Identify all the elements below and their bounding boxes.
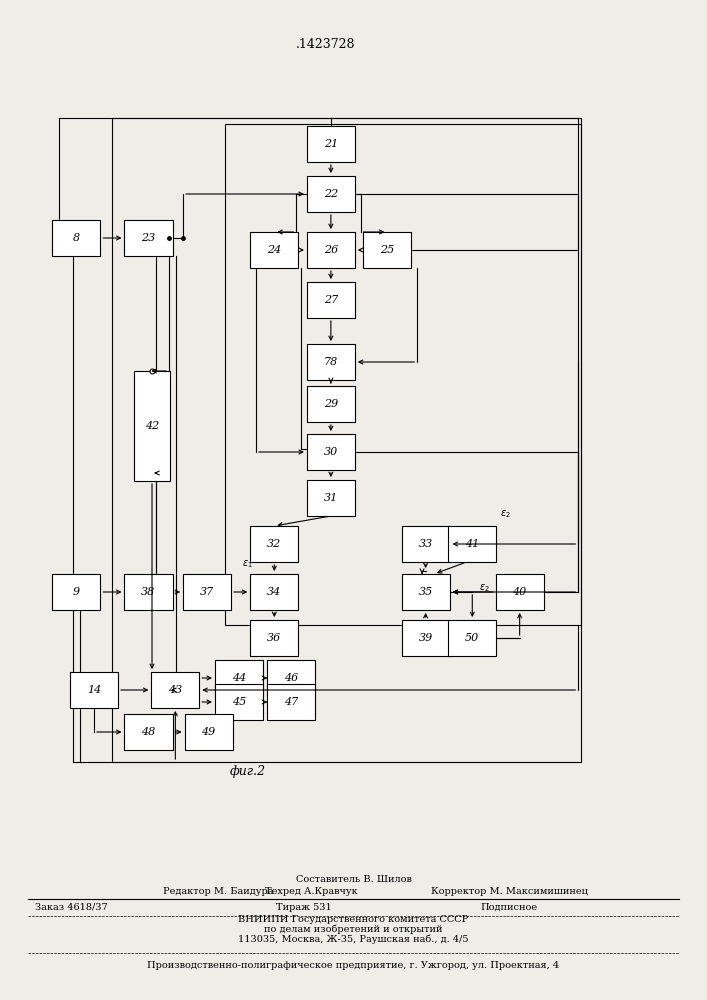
Text: 113035, Москва, Ж-35, Раушская наб., д. 4/5: 113035, Москва, Ж-35, Раушская наб., д. …	[238, 934, 469, 944]
Text: 34: 34	[267, 587, 281, 597]
FancyBboxPatch shape	[307, 126, 355, 162]
Text: 27: 27	[324, 295, 338, 305]
Text: .1423728: .1423728	[296, 37, 355, 50]
Text: 38: 38	[141, 587, 156, 597]
Text: $\varepsilon_2$: $\varepsilon_2$	[500, 508, 510, 520]
Text: $\varepsilon_1$: $\varepsilon_1$	[242, 558, 252, 570]
FancyBboxPatch shape	[496, 574, 544, 610]
FancyBboxPatch shape	[448, 526, 496, 562]
Text: 22: 22	[324, 189, 338, 199]
Text: Производственно-полиграфическое предприятие, г. Ужгород, ул. Проектная, 4: Производственно-полиграфическое предприя…	[148, 962, 559, 970]
Text: 25: 25	[380, 245, 395, 255]
FancyBboxPatch shape	[307, 176, 355, 212]
Text: Заказ 4618/37: Заказ 4618/37	[35, 902, 108, 912]
Text: 44: 44	[232, 673, 246, 683]
FancyBboxPatch shape	[448, 620, 496, 656]
Text: 33: 33	[419, 539, 433, 549]
FancyBboxPatch shape	[124, 220, 173, 256]
FancyBboxPatch shape	[402, 574, 450, 610]
Text: 49: 49	[201, 727, 216, 737]
FancyBboxPatch shape	[267, 660, 315, 696]
Text: фиг.2: фиг.2	[229, 766, 266, 778]
FancyBboxPatch shape	[52, 574, 100, 610]
FancyBboxPatch shape	[250, 620, 298, 656]
Text: 21: 21	[324, 139, 338, 149]
Text: 39: 39	[419, 633, 433, 643]
FancyBboxPatch shape	[151, 672, 199, 708]
Text: 46: 46	[284, 673, 298, 683]
Text: по делам изобретений и открытий: по делам изобретений и открытий	[264, 924, 443, 934]
Text: $\varepsilon_2$: $\varepsilon_2$	[479, 582, 490, 594]
FancyBboxPatch shape	[183, 574, 231, 610]
Text: 32: 32	[267, 539, 281, 549]
Text: 40: 40	[513, 587, 527, 597]
Text: 37: 37	[200, 587, 214, 597]
Text: Редактор М. Баидура: Редактор М. Баидура	[163, 888, 273, 896]
Text: 29: 29	[324, 399, 338, 409]
FancyBboxPatch shape	[402, 526, 450, 562]
FancyBboxPatch shape	[250, 574, 298, 610]
FancyBboxPatch shape	[185, 714, 233, 750]
FancyBboxPatch shape	[215, 684, 263, 720]
Text: 8: 8	[73, 233, 80, 243]
FancyBboxPatch shape	[363, 232, 411, 268]
Text: ВНИИПИ Государственного комитета СССР: ВНИИПИ Государственного комитета СССР	[238, 914, 469, 924]
FancyBboxPatch shape	[307, 386, 355, 422]
FancyBboxPatch shape	[307, 282, 355, 318]
FancyBboxPatch shape	[134, 371, 170, 481]
Text: 30: 30	[324, 447, 338, 457]
Text: 31: 31	[324, 493, 338, 503]
Text: 24: 24	[267, 245, 281, 255]
Text: 50: 50	[465, 633, 479, 643]
Text: Составитель В. Шилов: Составитель В. Шилов	[296, 876, 411, 884]
Text: 47: 47	[284, 697, 298, 707]
Text: 48: 48	[141, 727, 156, 737]
Text: 42: 42	[145, 421, 159, 431]
Text: 45: 45	[232, 697, 246, 707]
Text: 35: 35	[419, 587, 433, 597]
FancyBboxPatch shape	[307, 480, 355, 516]
FancyBboxPatch shape	[307, 434, 355, 470]
Text: 23: 23	[141, 233, 156, 243]
FancyBboxPatch shape	[124, 574, 173, 610]
FancyBboxPatch shape	[267, 684, 315, 720]
FancyBboxPatch shape	[402, 620, 450, 656]
FancyBboxPatch shape	[124, 714, 173, 750]
Text: Техред А.Кравчук: Техред А.Кравчук	[264, 888, 358, 896]
Text: 41: 41	[465, 539, 479, 549]
Text: 36: 36	[267, 633, 281, 643]
FancyBboxPatch shape	[307, 232, 355, 268]
Text: Тираж 531: Тираж 531	[276, 902, 332, 912]
Text: 43: 43	[168, 685, 182, 695]
Text: 14: 14	[87, 685, 101, 695]
FancyBboxPatch shape	[70, 672, 118, 708]
FancyBboxPatch shape	[250, 232, 298, 268]
FancyBboxPatch shape	[307, 344, 355, 380]
Text: Подписное: Подписное	[481, 902, 537, 912]
Text: 78: 78	[324, 357, 338, 367]
FancyBboxPatch shape	[52, 220, 100, 256]
FancyBboxPatch shape	[250, 526, 298, 562]
Text: Корректор М. Максимишинец: Корректор М. Максимишинец	[431, 888, 588, 896]
Text: 26: 26	[324, 245, 338, 255]
FancyBboxPatch shape	[215, 660, 263, 696]
Text: 9: 9	[73, 587, 80, 597]
